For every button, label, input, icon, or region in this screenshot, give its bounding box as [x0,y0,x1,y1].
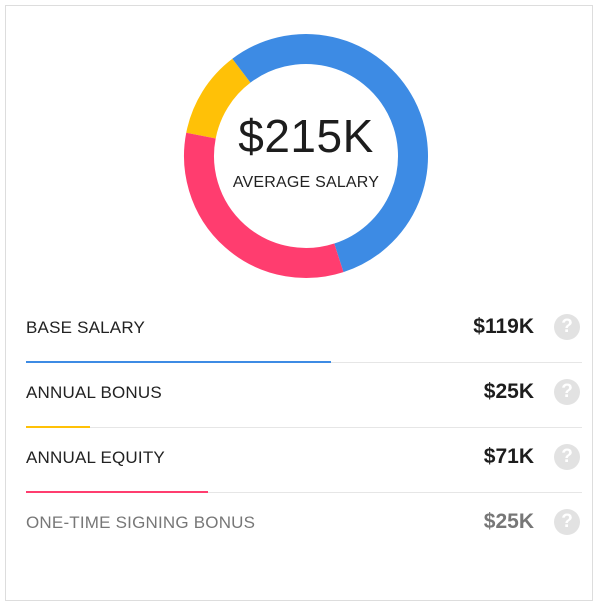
component-row-annual-equity: ANNUAL EQUITY $71K ? [26,428,582,493]
component-label: BASE SALARY [26,318,146,337]
donut-slice-annual-equity [184,132,344,278]
component-label: ANNUAL EQUITY [26,448,165,467]
component-amount: $25K [483,510,534,533]
question-mark-icon[interactable]: ? [554,314,580,340]
donut-svg [184,34,428,278]
row-divider [26,427,582,428]
component-amount: $119K [473,315,534,338]
salary-breakdown-card: $215K AVERAGE SALARY BASE SALARY $119K ?… [5,5,593,601]
row-divider [26,492,582,493]
component-amount: $71K [483,445,534,468]
donut-slice-annual-bonus [186,58,251,139]
average-salary-value: $215K [238,110,374,162]
compensation-list: BASE SALARY $119K ? ANNUAL BONUS $25K ? … [26,298,582,558]
question-mark-icon[interactable]: ? [554,379,580,405]
component-row-base-salary: BASE SALARY $119K ? [26,298,582,363]
component-row-signing-bonus: ONE-TIME SIGNING BONUS $25K ? [26,493,582,558]
component-label: ONE-TIME SIGNING BONUS [26,513,256,532]
average-salary-label: AVERAGE SALARY [232,174,380,191]
question-mark-icon[interactable]: ? [554,444,580,470]
component-row-annual-bonus: ANNUAL BONUS $25K ? [26,363,582,428]
component-bar [26,361,331,363]
donut-slice-base-salary [232,34,428,273]
salary-donut-chart: $215K AVERAGE SALARY [181,31,431,281]
component-amount: $25K [483,380,534,403]
component-label: ANNUAL BONUS [26,383,162,402]
component-bar [26,426,91,428]
question-mark-icon[interactable]: ? [554,509,580,535]
component-bar [26,491,208,493]
